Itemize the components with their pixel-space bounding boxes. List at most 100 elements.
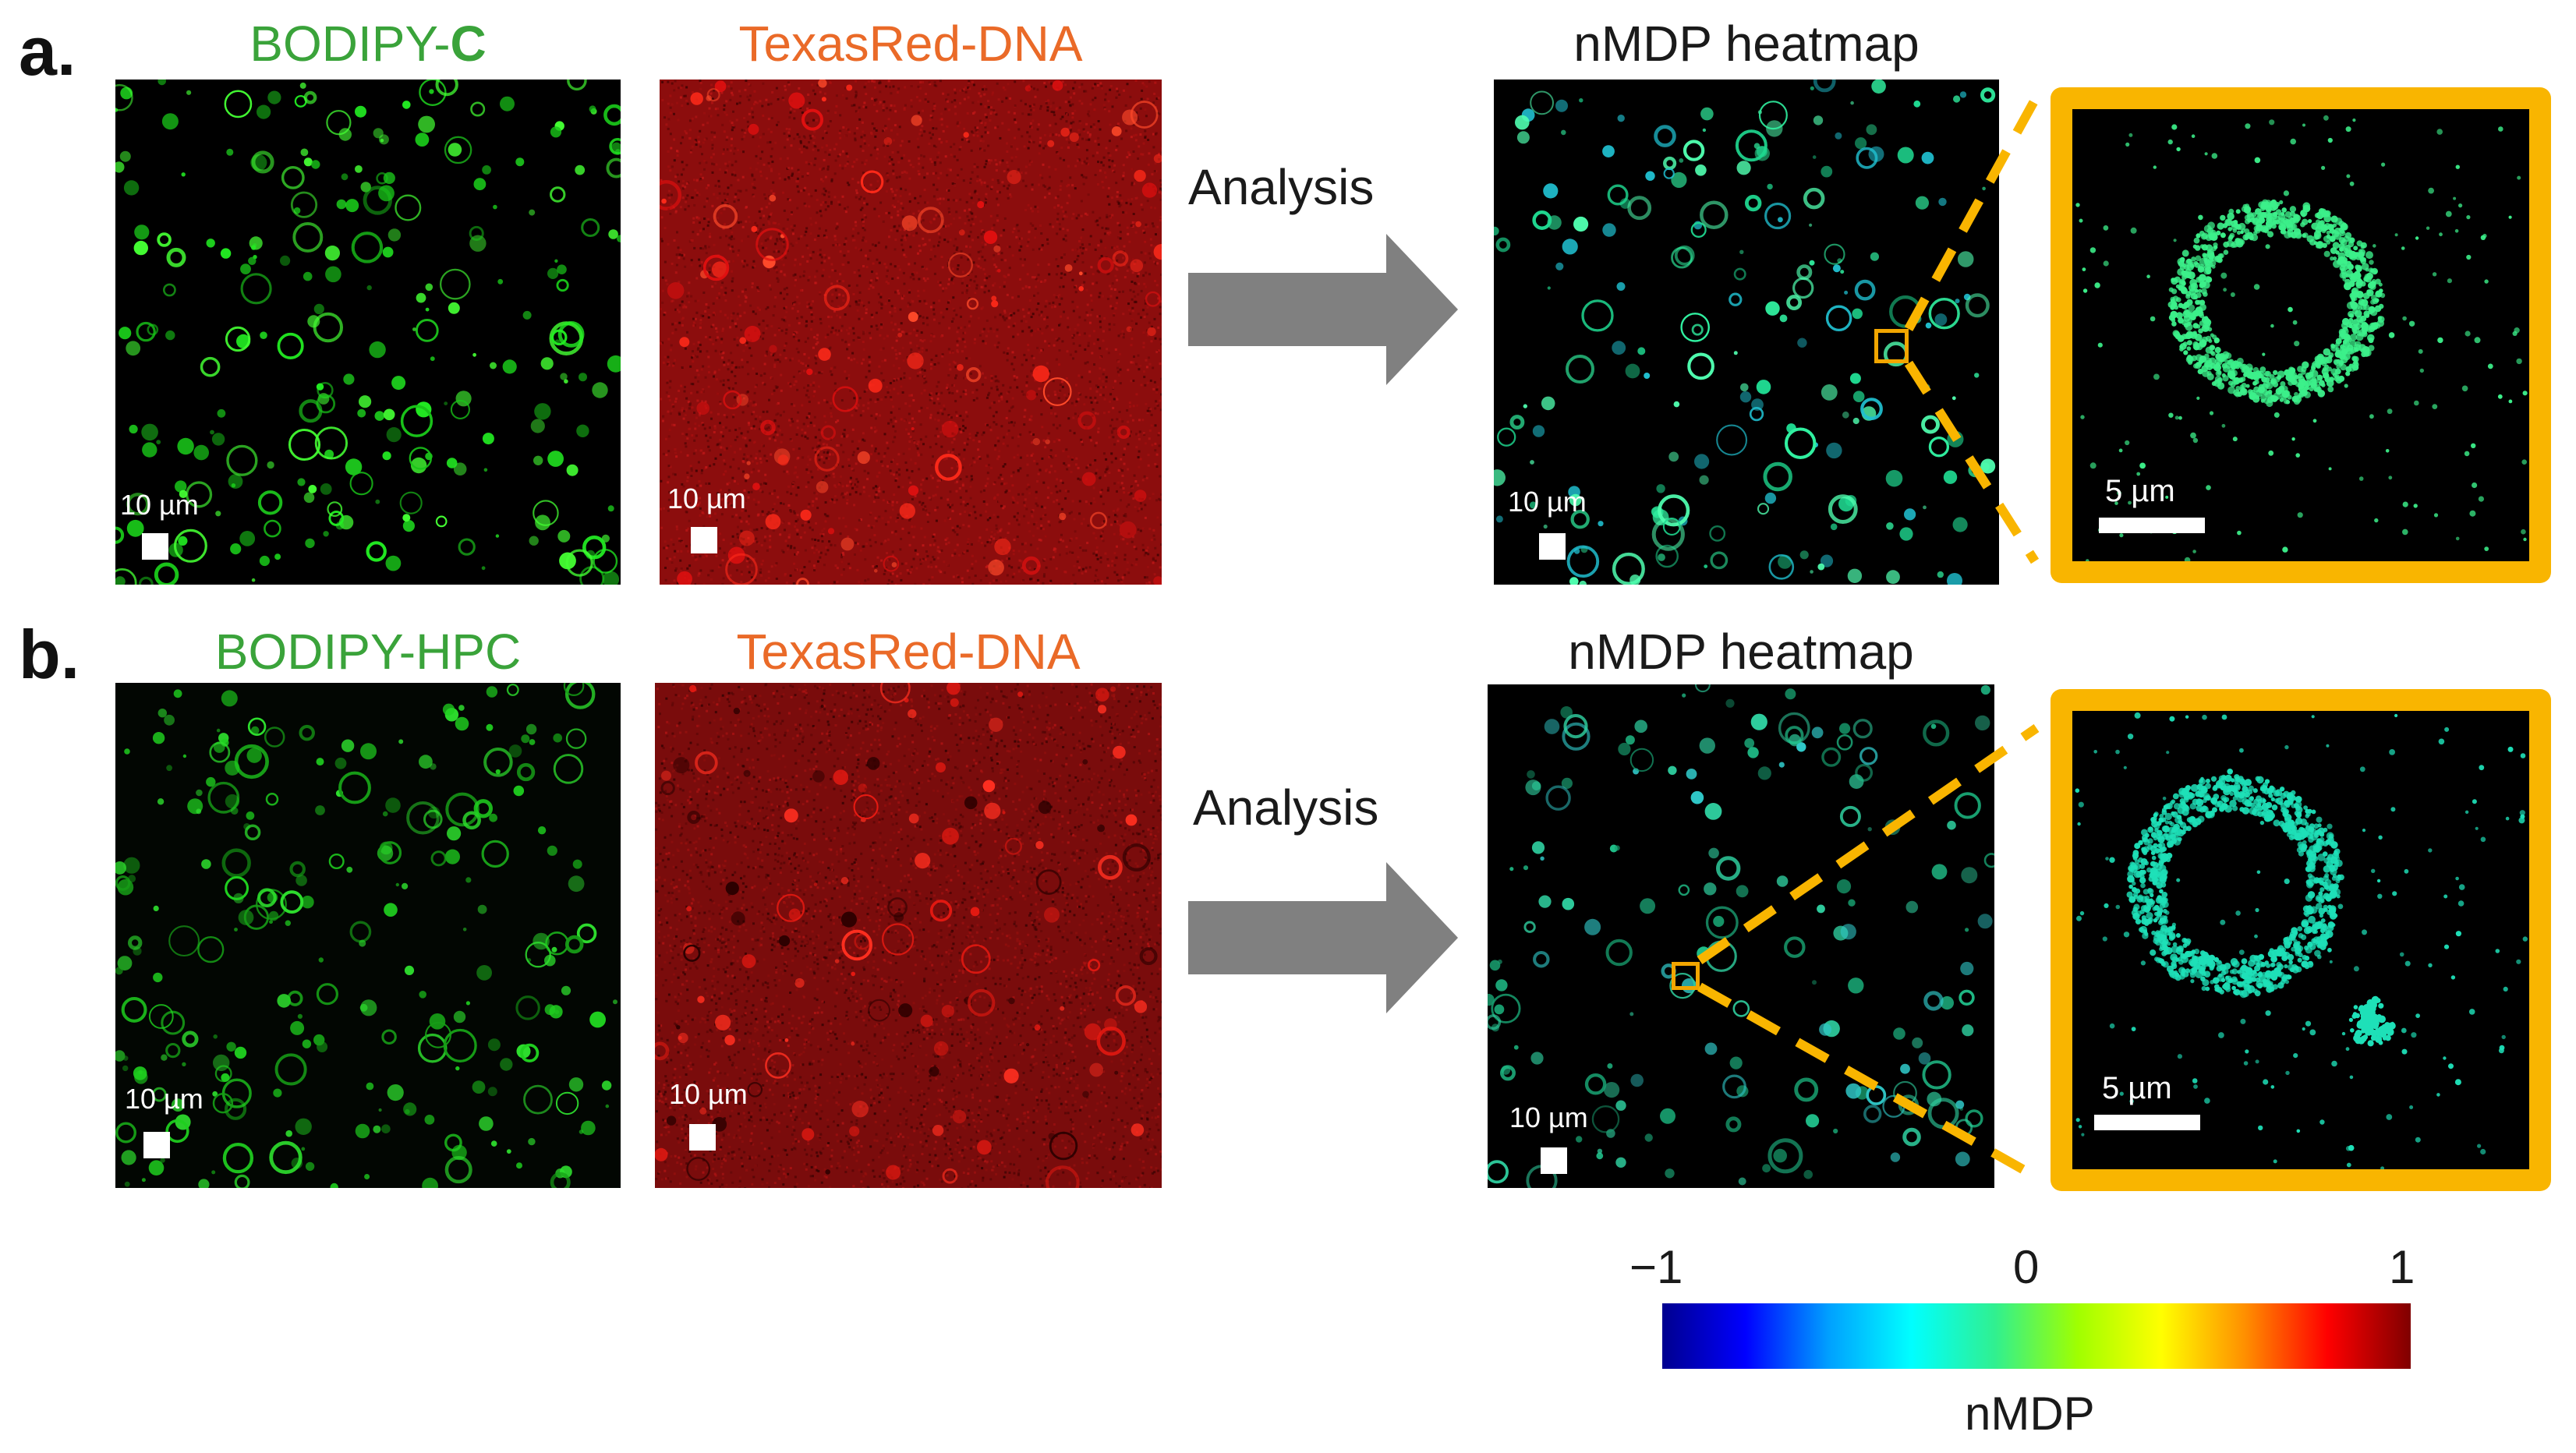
noise-dot [959,101,962,104]
noise-dot [1131,258,1134,261]
noise-dot [858,274,862,278]
noise-dot [787,81,790,84]
noise-dot [798,170,801,173]
noise-dot [674,567,678,570]
noise-dot [883,455,886,458]
noise-dot [844,134,847,137]
noise-dot [760,574,763,577]
noise-dot [842,299,845,302]
noise-dot [994,380,997,383]
noise-dot [685,445,688,448]
noise-dot [920,331,923,334]
noise-dot [924,101,927,104]
noise-dot [966,541,969,544]
noise-dot [669,557,672,560]
noise-dot [1047,486,1049,490]
noise-dot [830,331,833,334]
noise-dot [1018,559,1021,562]
noise-dot [1042,439,1046,442]
noise-dot [702,228,705,231]
vesicle-ring [458,538,476,556]
noise-dot [947,504,950,507]
noise-dot [769,237,772,240]
noise-dot [969,479,972,483]
noise-dot [664,279,667,282]
noise-dot [686,454,689,457]
noise-dot [1092,84,1095,87]
noise-dot [791,420,794,423]
noise-dot [1146,411,1149,414]
noise-dot [726,136,729,139]
noise-dot [1102,186,1105,189]
noise-dot [932,335,936,338]
noise-dot [932,195,936,198]
noise-dot [700,469,703,472]
noise-dot [703,159,706,162]
noise-dot [665,123,668,126]
noise-dot [893,323,897,326]
noise-dot [667,361,670,364]
noise-dot [947,189,950,192]
noise-dot [1122,256,1125,260]
noise-dot [890,396,893,398]
noise-dot [1024,320,1028,323]
vesicle-spot [547,267,559,279]
noise-dot [1121,469,1124,472]
noise-dot [890,229,893,232]
noise-dot [922,109,925,112]
noise-dot [793,404,796,407]
noise-dot [782,503,785,506]
noise-dot [723,130,726,133]
noise-dot [1134,506,1137,509]
noise-dot [925,435,928,438]
noise-dot [1116,87,1118,90]
noise-dot [1147,163,1150,166]
noise-dot [1063,253,1066,256]
noise-dot [869,511,872,514]
noise-dot [752,468,755,471]
noise-dot [748,83,752,87]
noise-dot [1132,405,1135,408]
noise-dot [1154,337,1157,340]
noise-dot [775,249,778,253]
noise-dot [1039,314,1042,317]
noise-dot [794,301,797,304]
noise-dot [828,275,831,278]
noise-dot [728,161,731,164]
noise-dot [1034,95,1037,98]
noise-dot [1053,305,1056,308]
noise-dot [928,81,931,84]
noise-dot [783,273,786,276]
noise-dot [948,108,950,111]
noise-dot [709,338,712,341]
noise-dot [757,289,760,292]
vesicle-spot [589,105,596,113]
noise-dot [968,80,971,83]
noise-dot [796,388,799,391]
noise-dot [800,189,803,193]
noise-dot [1077,569,1081,572]
noise-dot [720,489,723,492]
noise-dot [805,146,808,149]
noise-dot [1067,164,1070,168]
noise-dot [721,281,724,285]
noise-dot [890,472,893,475]
noise-dot [880,306,883,309]
noise-dot [759,217,762,220]
noise-dot [1036,88,1039,91]
noise-dot [776,239,779,242]
noise-dot [789,546,792,550]
noise-dot [1099,239,1102,242]
noise-dot [812,300,815,303]
noise-dot [804,549,807,552]
noise-dot [830,498,833,501]
noise-dot [1045,469,1047,472]
noise-dot [685,397,688,400]
noise-dot [825,514,828,518]
noise-dot [886,391,890,394]
noise-dot [988,161,991,164]
noise-dot [1131,563,1134,566]
noise-dot [759,457,762,460]
noise-dot [912,536,915,539]
noise-dot [841,552,844,554]
